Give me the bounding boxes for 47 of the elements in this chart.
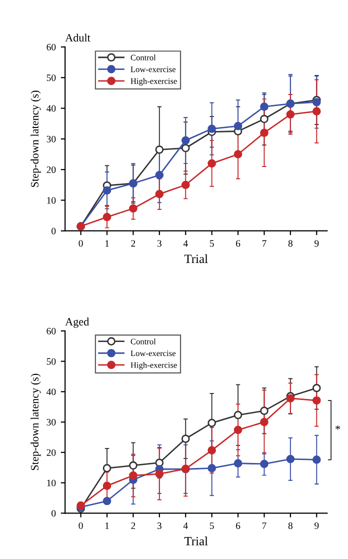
legend-label: Low-exercise: [130, 350, 176, 356]
y-tick-label: 0: [52, 228, 56, 234]
x-tick-label: 7: [262, 240, 266, 247]
x-tick-label: 5: [210, 522, 214, 530]
y-axis-title: Step-down latency (s): [30, 374, 41, 470]
x-tick-label: 0: [78, 240, 83, 247]
chart-title: Aged: [65, 318, 90, 328]
y-tick-label: 10: [47, 197, 56, 204]
y-tick-label: 50: [46, 358, 56, 365]
y-tick-label: 60: [46, 44, 56, 50]
x-tick-label: 6: [236, 522, 240, 530]
y-tick-label: 30: [46, 136, 56, 142]
chart-title: Adult: [65, 34, 90, 42]
x-tick-label: 4: [183, 522, 188, 529]
x-tick-label: 3: [157, 522, 162, 530]
x-tick-label: 1: [105, 240, 109, 247]
x-tick-label: 9: [314, 522, 319, 530]
y-axis-title: Step-down latency (s): [30, 90, 41, 187]
x-tick-label: 8: [288, 240, 292, 247]
x-tick-label: 9: [314, 240, 319, 247]
x-tick-label: 0: [78, 522, 83, 530]
legend-label: High-exercise: [130, 362, 177, 370]
legend-label: Low-exercise: [130, 66, 176, 72]
x-tick-label: 5: [210, 240, 214, 247]
y-tick-label: 60: [46, 328, 56, 334]
x-axis-title: Trial: [184, 254, 208, 264]
y-tick-label: 50: [46, 74, 56, 82]
x-tick-label: 3: [157, 240, 162, 247]
x-tick-label: 2: [131, 240, 136, 247]
y-tick-label: 40: [46, 105, 56, 112]
y-tick-label: 40: [46, 388, 56, 396]
legend-label: Control: [130, 54, 156, 60]
y-tick-label: 30: [46, 418, 56, 426]
y-tick-label: 20: [46, 166, 56, 174]
text: *: [336, 425, 340, 430]
legend-label: High-exercise: [130, 78, 177, 86]
legend-label: Control: [130, 338, 156, 344]
x-tick-label: 8: [288, 522, 292, 530]
y-tick-label: 20: [46, 449, 56, 456]
x-tick-label: 7: [262, 522, 266, 529]
x-tick-label: 1: [105, 522, 109, 529]
x-tick-label: 4: [183, 240, 188, 247]
x-tick-label: 6: [236, 240, 240, 247]
x-axis-title: Trial: [184, 536, 208, 546]
x-tick-label: 2: [131, 522, 136, 529]
y-tick-label: 10: [47, 480, 56, 486]
y-tick-label: 0: [52, 510, 56, 517]
